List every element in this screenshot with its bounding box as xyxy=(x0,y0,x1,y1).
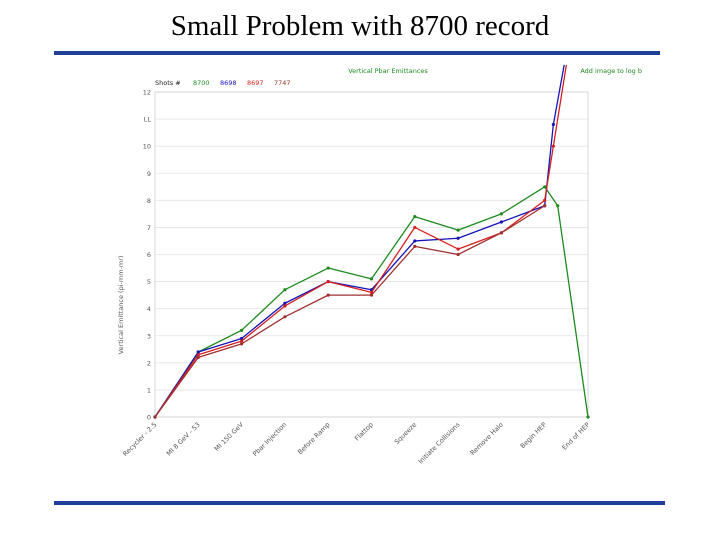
y-tick-label: 9 xyxy=(147,170,151,178)
data-point xyxy=(283,315,287,319)
data-point xyxy=(196,353,200,357)
data-point xyxy=(153,415,157,419)
plot-frame xyxy=(154,91,589,418)
data-point xyxy=(543,198,547,202)
bottom-divider xyxy=(54,501,665,505)
x-tick-label: Before Ramp xyxy=(296,421,331,456)
grid xyxy=(154,91,589,418)
legend: 8700 8698 8697 7747 xyxy=(193,79,291,87)
add-image-link[interactable]: Add image to log b xyxy=(580,67,642,75)
series xyxy=(153,204,547,419)
series xyxy=(153,64,565,419)
series-line xyxy=(154,186,589,418)
data-point xyxy=(556,204,560,208)
data-point xyxy=(196,350,200,354)
data-point xyxy=(456,252,460,257)
data-point xyxy=(326,266,330,270)
data-point xyxy=(369,277,374,281)
y-tick-label: 7 xyxy=(147,224,151,232)
x-tick-label: Recycler - 2.5 xyxy=(121,421,158,458)
top-divider xyxy=(54,51,660,55)
y-tick-label: LL xyxy=(144,116,152,124)
x-tick-label: End of HEP xyxy=(561,421,592,452)
y-tick-label: 4 xyxy=(147,305,151,313)
x-tick-label: MI 8 GeV - 53 xyxy=(165,421,202,458)
plot-area xyxy=(153,64,590,419)
data-point xyxy=(283,304,287,308)
data-point xyxy=(240,328,244,332)
data-point xyxy=(543,204,547,208)
chart-title: Vertical Pbar Emittances xyxy=(348,67,428,75)
data-point xyxy=(551,122,555,127)
y-tick-label: 10 xyxy=(143,143,151,151)
y-tick-label: 6 xyxy=(147,251,151,259)
data-point xyxy=(326,279,330,284)
x-tick-label: Initiate Collisions xyxy=(417,420,462,465)
data-point xyxy=(283,288,287,292)
data-point xyxy=(283,301,287,305)
emittance-chart: Vertical Pbar Emittances Add image to lo… xyxy=(117,64,642,466)
data-point xyxy=(456,228,460,232)
data-point xyxy=(456,236,460,240)
data-point xyxy=(413,214,417,219)
x-tick-label: Begin HEP xyxy=(519,421,548,450)
y-tick-label: 2 xyxy=(147,359,151,367)
legend-entry: 8697 xyxy=(247,79,264,87)
data-point xyxy=(326,293,330,297)
x-axis-ticks: Recycler - 2.5 MI 8 GeV - 53 MI 150 GeV Pba… xyxy=(121,420,591,465)
data-point xyxy=(240,342,244,346)
data-point xyxy=(499,220,503,224)
x-tick-label: Flattop xyxy=(353,421,375,443)
x-tick-label: Pbar Injection xyxy=(251,421,288,458)
series xyxy=(153,185,590,419)
data-point xyxy=(499,231,503,235)
y-tick-label: 5 xyxy=(147,278,151,286)
slide-title: Small Problem with 8700 record xyxy=(170,10,550,42)
series-line xyxy=(154,64,565,418)
x-tick-label: Remove Halo xyxy=(469,421,505,457)
series-line xyxy=(154,64,567,418)
data-point xyxy=(551,144,555,148)
y-tick-label: 0 xyxy=(147,414,151,422)
series-line xyxy=(154,205,546,418)
legend-label: Shots # xyxy=(155,79,181,87)
data-point xyxy=(456,247,460,251)
legend-entry: 7747 xyxy=(274,79,291,87)
y-tick-label: 3 xyxy=(147,332,151,340)
y-tick-label: 1 xyxy=(147,386,151,394)
data-point xyxy=(369,290,374,295)
data-point xyxy=(543,185,547,189)
data-point xyxy=(413,225,417,230)
y-axis-label: Vertical Emittance (pi-mm-mr) xyxy=(117,256,125,355)
data-point xyxy=(369,293,374,297)
legend-entry: 8698 xyxy=(220,79,237,87)
data-point xyxy=(196,355,200,360)
data-point xyxy=(240,336,244,341)
data-point xyxy=(240,339,244,343)
x-tick-label: Squeeze xyxy=(393,421,418,446)
y-tick-label: 12 xyxy=(143,89,151,97)
data-point xyxy=(586,415,590,419)
data-point xyxy=(413,244,417,248)
x-tick-label: MI 150 GeV xyxy=(213,420,246,453)
data-point xyxy=(413,239,417,243)
series xyxy=(153,64,567,419)
y-tick-label: 8 xyxy=(147,197,151,205)
data-point xyxy=(499,212,503,216)
legend-entry: 8700 xyxy=(193,79,210,87)
